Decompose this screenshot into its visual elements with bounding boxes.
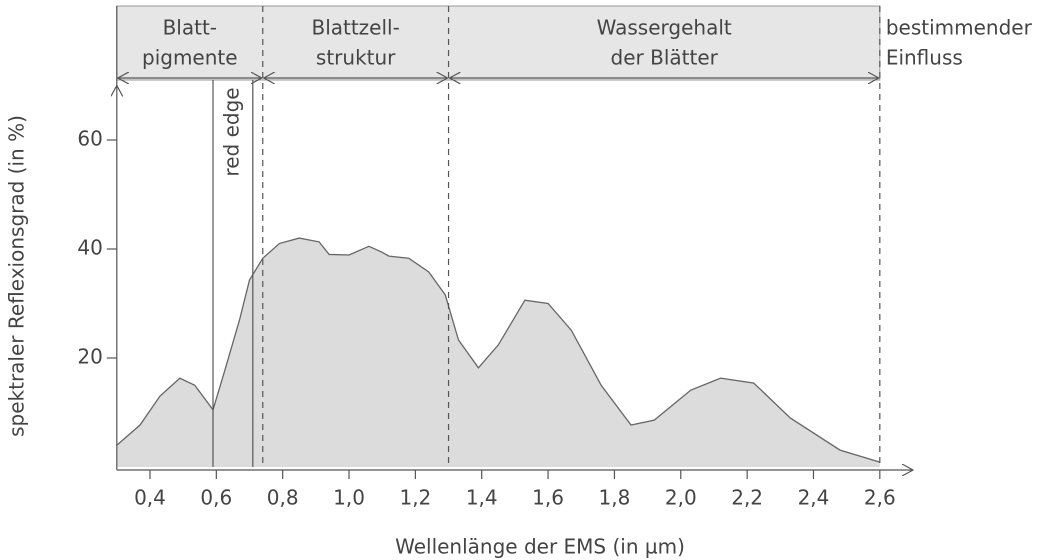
region-label: Wassergehalt	[597, 16, 732, 40]
region-label: der Blätter	[611, 46, 719, 70]
x-tick-label: 1,4	[466, 486, 498, 510]
x-axis-label: Wellenlänge der EMS (in µm)	[395, 535, 685, 559]
x-tick-label: 1,2	[399, 486, 431, 510]
x-tick-label: 2,6	[864, 486, 896, 510]
region-label: pigmente	[142, 46, 238, 70]
x-tick-label: 2,0	[665, 486, 697, 510]
regions-caption: bestimmender	[886, 16, 1033, 40]
regions-caption: Einfluss	[886, 46, 963, 70]
y-tick-label: 40	[77, 236, 102, 260]
y-tick-label: 20	[77, 345, 102, 369]
region-label: Blattzell-	[311, 16, 399, 40]
x-tick-label: 0,8	[267, 486, 299, 510]
y-tick-label: 60	[77, 127, 102, 151]
red-edge-label: red edge	[219, 87, 243, 176]
x-tick-label: 2,2	[731, 486, 763, 510]
y-axis-label: spektraler Reflexionsgrad (in %)	[5, 115, 29, 437]
area-line	[116, 237, 881, 463]
x-tick-label: 0,6	[200, 486, 232, 510]
x-tick-label: 2,4	[798, 486, 830, 510]
region-label: Blatt-	[163, 16, 217, 40]
x-tick-label: 1,6	[532, 486, 564, 510]
region-band	[116, 5, 881, 81]
x-tick-label: 1,8	[599, 486, 631, 510]
x-tick-label: 0,4	[134, 486, 166, 510]
region-label: struktur	[316, 46, 396, 70]
area-fill	[116, 238, 880, 467]
x-tick-label: 1,0	[333, 486, 365, 510]
